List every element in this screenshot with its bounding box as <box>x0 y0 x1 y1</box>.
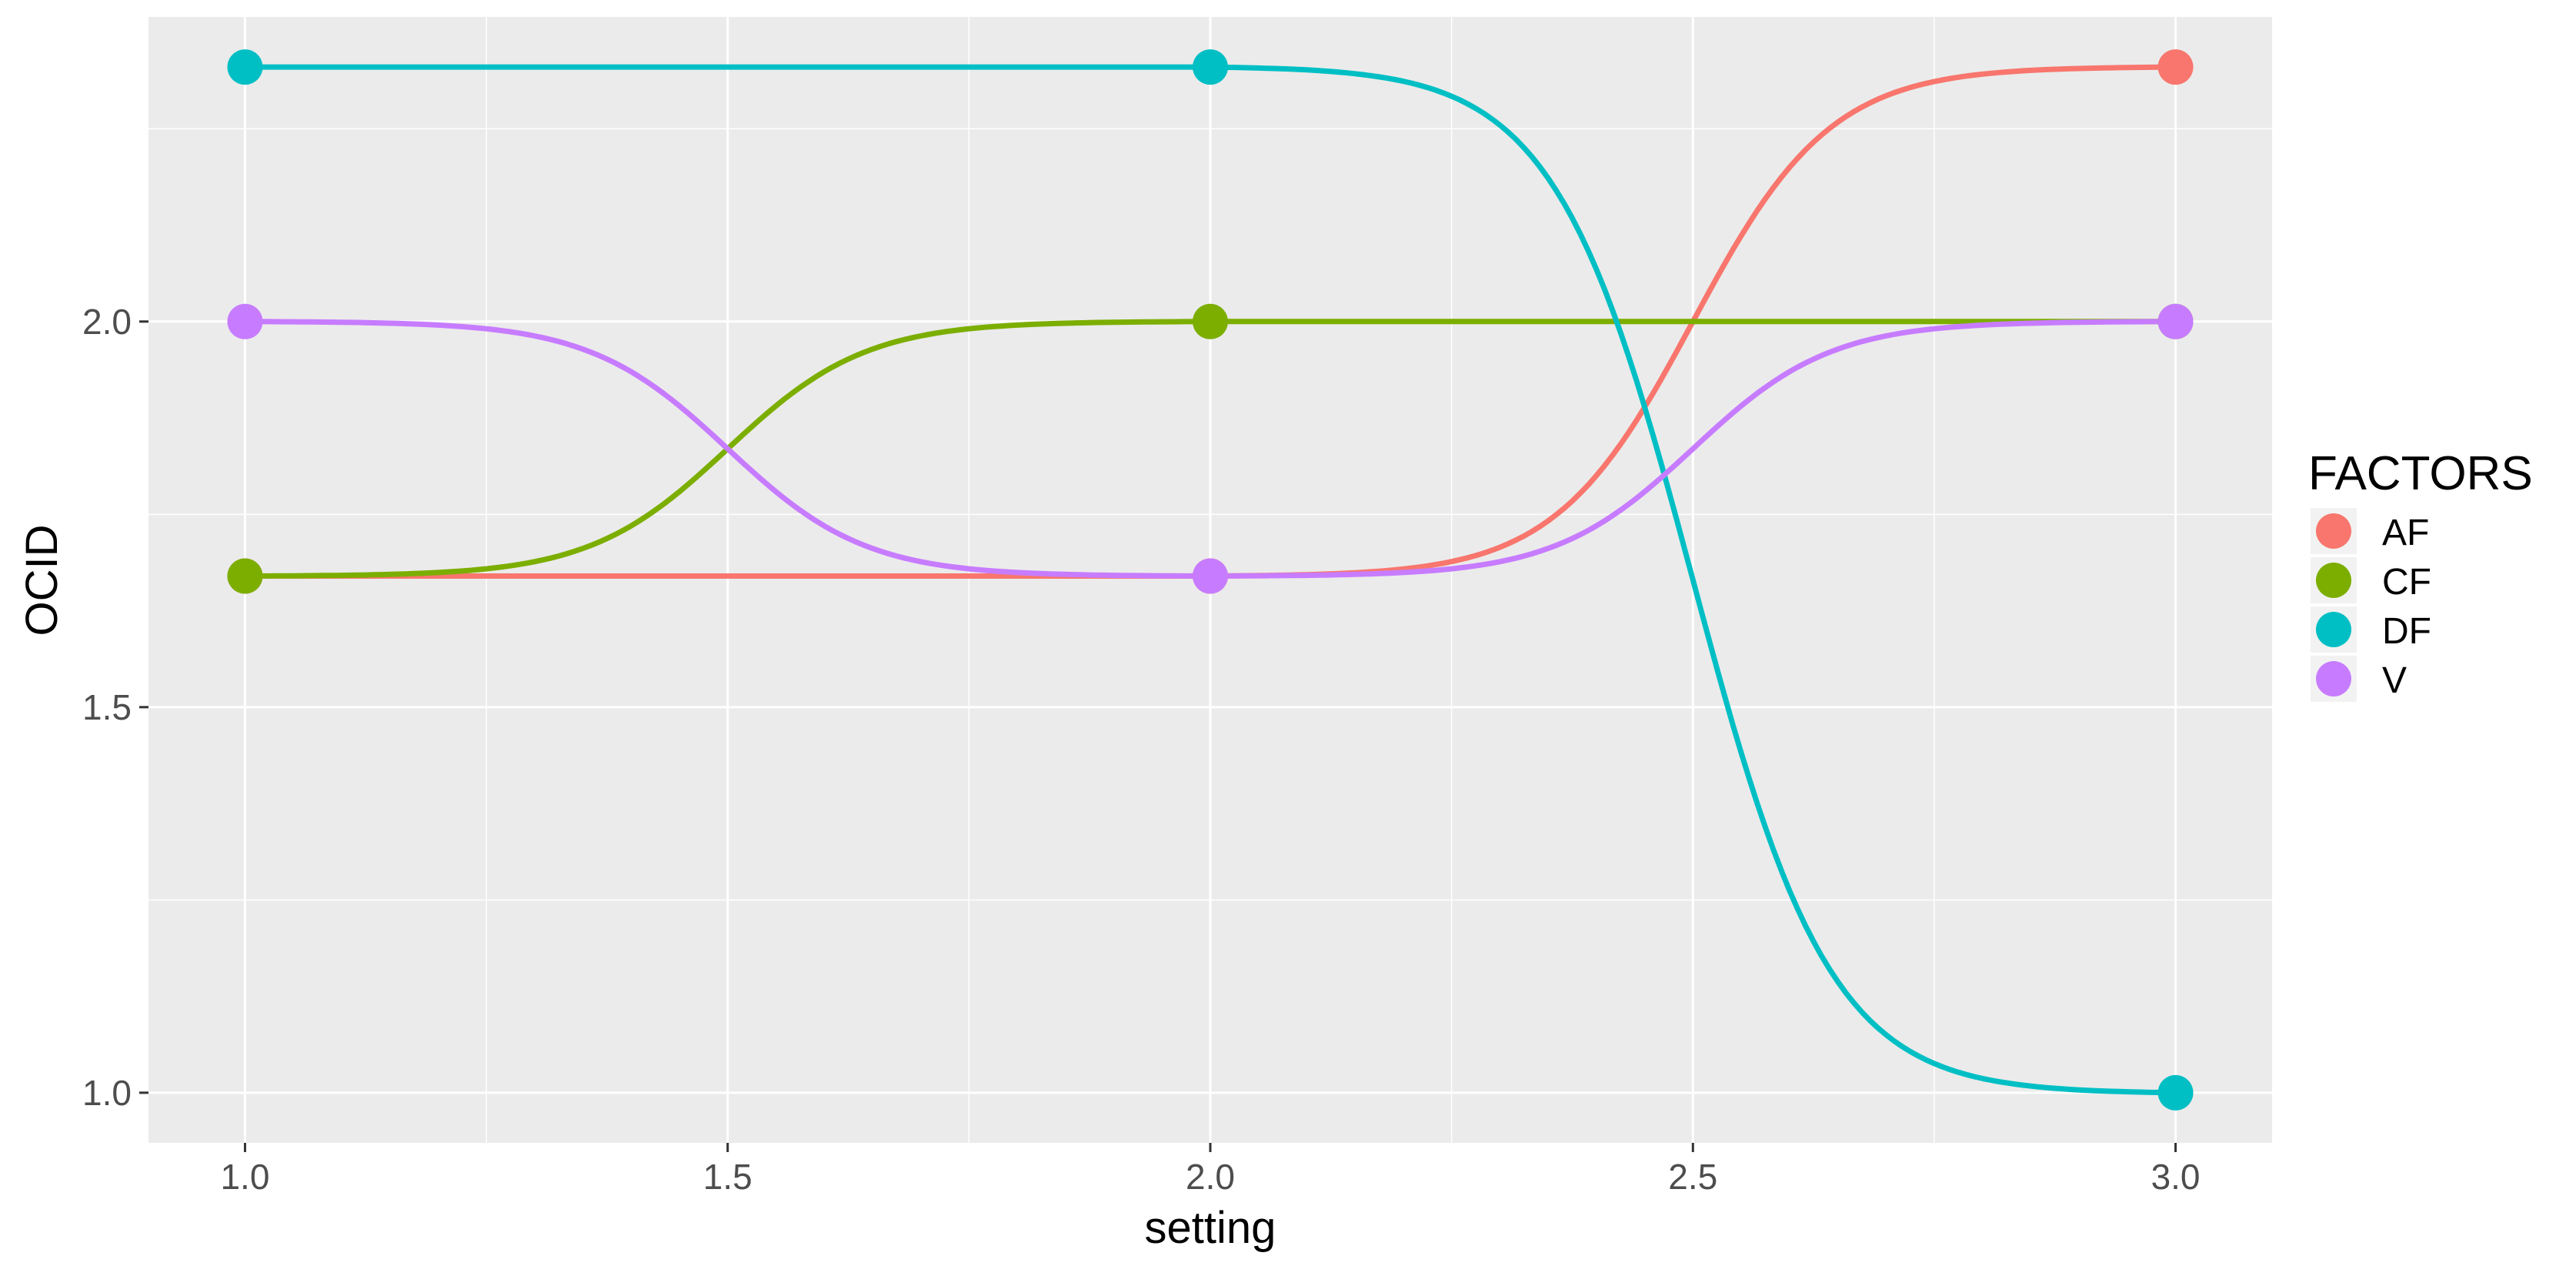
point-df <box>1193 49 1228 85</box>
legend-label: CF <box>2382 562 2431 603</box>
legend-items: AF CF DF V <box>2311 508 2431 702</box>
y-tick-label: 1.5 <box>82 687 132 727</box>
legend-item-df: DF <box>2311 606 2431 653</box>
y-tick-label: 2.0 <box>82 302 132 342</box>
x-tick-label: 2.5 <box>1668 1157 1717 1197</box>
legend-label: DF <box>2382 611 2431 652</box>
x-axis: 1.0 1.5 2.0 2.5 3.0 <box>220 1143 2201 1197</box>
legend-item-cf: CF <box>2311 557 2431 603</box>
y-axis: 1.0 1.5 2.0 <box>82 302 148 1113</box>
legend-item-af: AF <box>2311 508 2429 554</box>
x-tick-label: 2.0 <box>1186 1157 1235 1197</box>
point-cf <box>1193 303 1228 339</box>
point-v <box>2157 303 2194 339</box>
legend-item-v: V <box>2311 656 2407 702</box>
point-cf <box>227 558 263 594</box>
legend-swatch <box>2316 563 2351 598</box>
point-af <box>2157 49 2194 85</box>
legend-title: FACTORS <box>2308 447 2533 500</box>
legend-swatch <box>2316 661 2351 696</box>
x-axis-title: setting <box>1145 1203 1276 1253</box>
point-df <box>2157 1074 2194 1111</box>
x-tick-label: 1.0 <box>220 1157 269 1197</box>
legend: FACTORS AF CF DF V <box>2308 447 2533 702</box>
legend-label: AF <box>2382 513 2429 553</box>
series-points <box>227 49 2194 1111</box>
y-tick-label: 1.0 <box>82 1073 132 1113</box>
point-v <box>227 303 263 339</box>
x-tick-label: 1.5 <box>703 1157 752 1197</box>
legend-label: V <box>2382 660 2407 701</box>
x-tick-label: 3.0 <box>2151 1157 2201 1197</box>
point-v <box>1193 558 1228 594</box>
legend-swatch <box>2316 513 2351 549</box>
point-df <box>227 49 263 85</box>
y-axis-title: OCID <box>17 525 67 636</box>
legend-swatch <box>2316 612 2351 647</box>
